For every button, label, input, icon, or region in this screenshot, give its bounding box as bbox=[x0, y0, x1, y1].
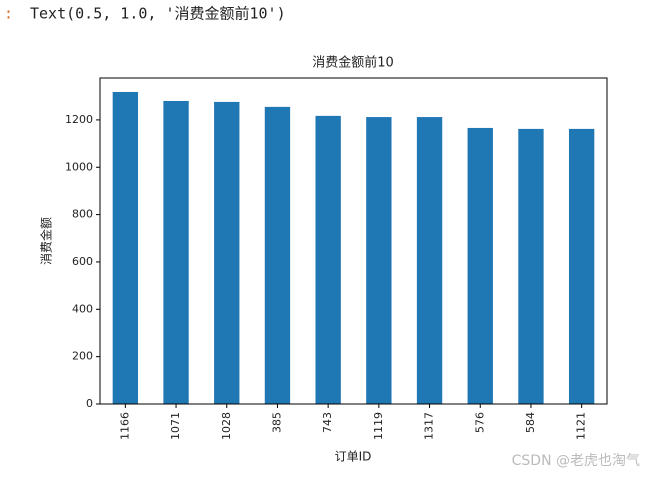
x-tick-label: 385 bbox=[270, 412, 283, 433]
bar bbox=[163, 100, 189, 404]
x-tick-label: 1028 bbox=[220, 412, 233, 440]
y-tick-label: 400 bbox=[72, 302, 93, 315]
output-text: Text(0.5, 1.0, '消费金额前10') bbox=[30, 5, 286, 23]
x-tick-label: 1071 bbox=[169, 412, 182, 440]
bar bbox=[416, 117, 443, 405]
y-tick-label: 600 bbox=[72, 255, 93, 268]
x-axis-label: 订单ID bbox=[335, 450, 372, 464]
watermark: CSDN @老虎也淘气 bbox=[512, 453, 640, 469]
bar bbox=[214, 101, 240, 404]
x-tick-label: 1166 bbox=[118, 412, 131, 440]
x-tick-label: 1121 bbox=[575, 412, 588, 440]
plot-frame bbox=[99, 77, 608, 405]
bar bbox=[467, 127, 493, 404]
x-tick-label: 584 bbox=[524, 412, 537, 433]
y-tick-label: 200 bbox=[72, 350, 93, 363]
y-tick-label: 1200 bbox=[65, 113, 93, 126]
bar bbox=[112, 91, 139, 404]
bar bbox=[264, 106, 291, 404]
y-tick-label: 0 bbox=[86, 397, 93, 410]
bar bbox=[568, 128, 595, 404]
x-tick-label: 576 bbox=[473, 412, 486, 433]
x-tick-label: 1317 bbox=[423, 412, 436, 440]
bar bbox=[518, 128, 544, 404]
bar bbox=[366, 117, 392, 405]
y-tick-label: 1000 bbox=[65, 160, 93, 173]
y-tick-label: 800 bbox=[72, 208, 93, 221]
x-tick-label: 743 bbox=[321, 412, 334, 433]
bar bbox=[315, 115, 341, 404]
chart-title: 消费金额前10 bbox=[312, 55, 394, 71]
prompt-marker: : bbox=[4, 5, 13, 23]
x-tick-label: 1119 bbox=[372, 412, 385, 440]
y-axis-label: 消费金额 bbox=[39, 217, 54, 265]
